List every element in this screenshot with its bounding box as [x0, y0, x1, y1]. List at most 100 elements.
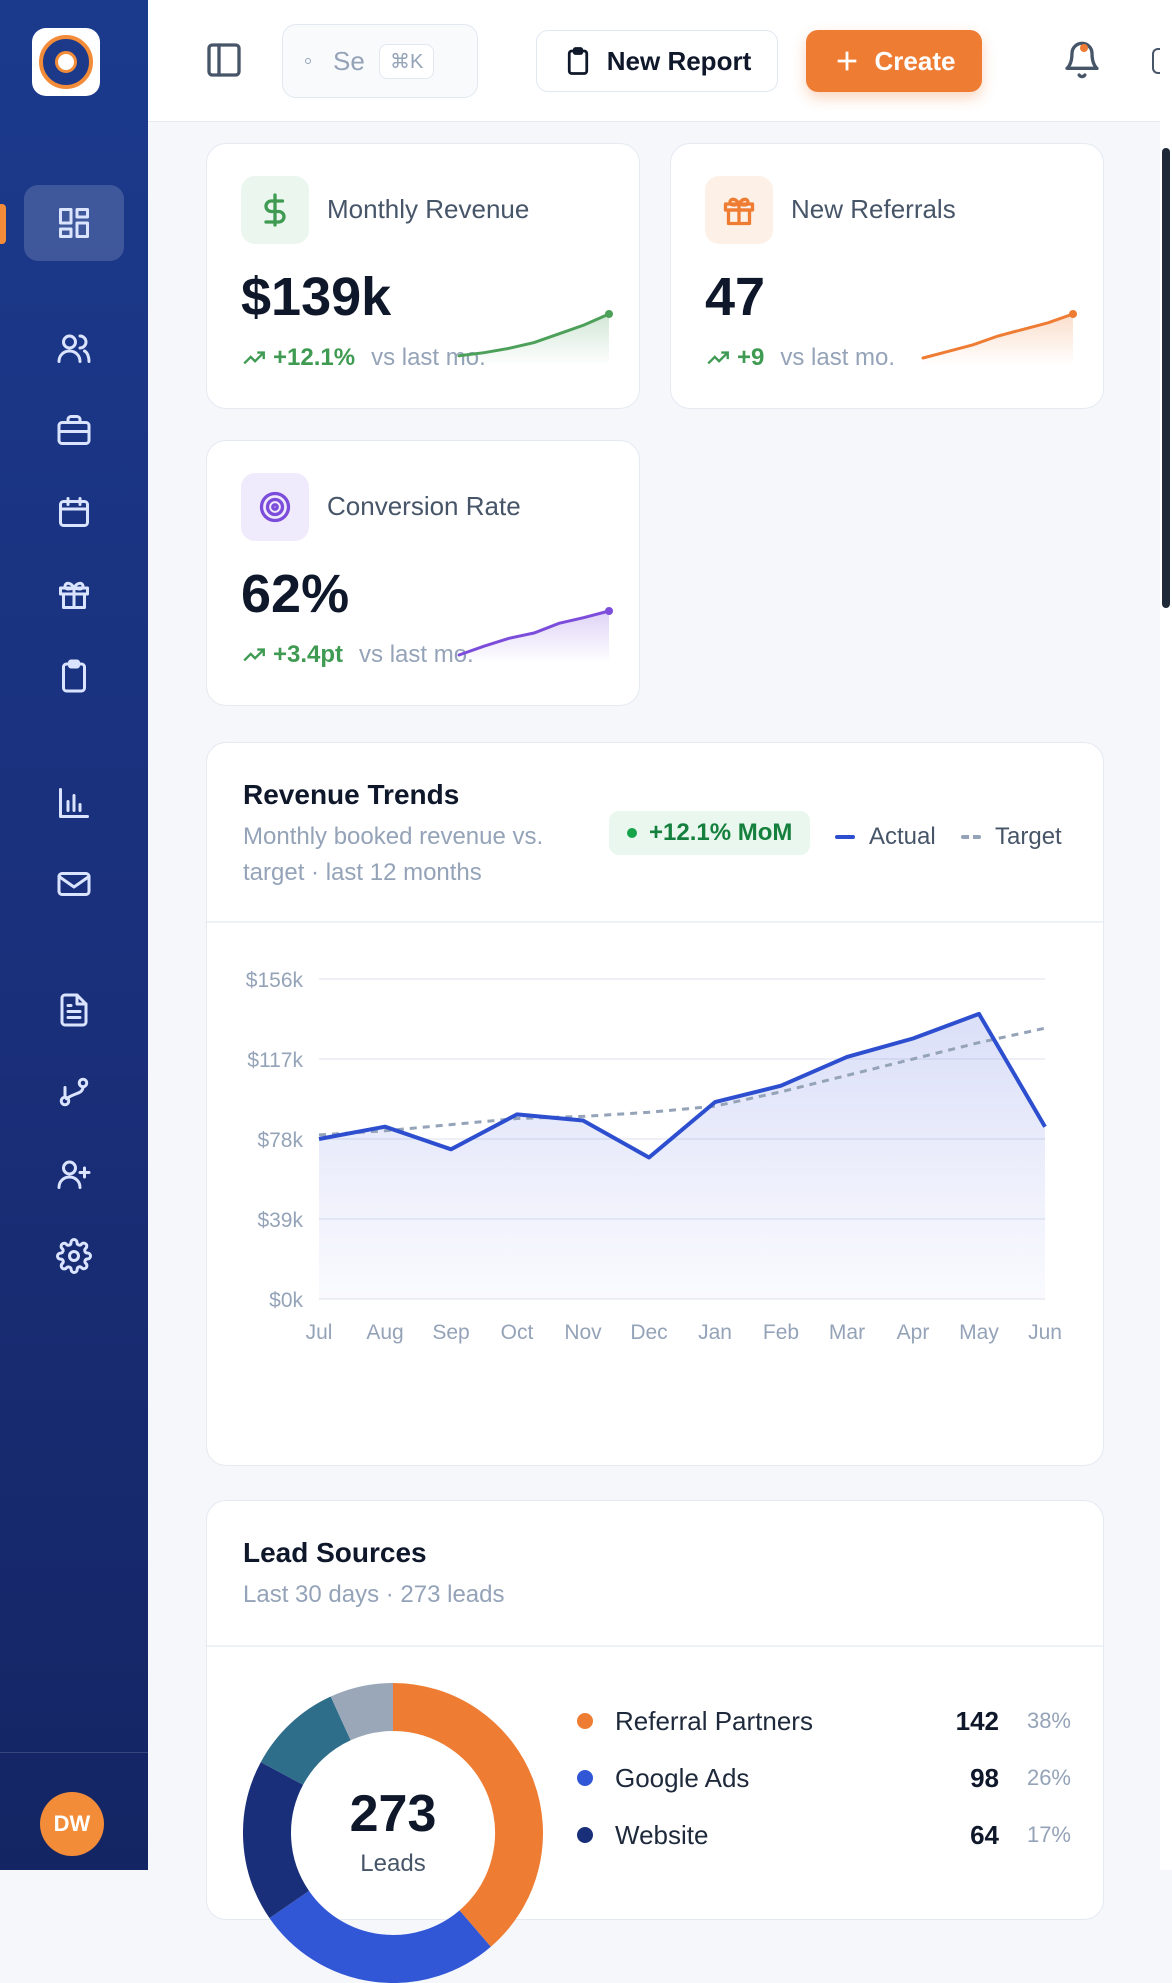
trending-up-icon	[241, 642, 267, 668]
sparkline	[919, 304, 1077, 366]
dollar-icon	[257, 192, 293, 228]
stat-compare-text: vs last mo.	[780, 344, 895, 372]
mom-badge-label: +12.1% MoM	[649, 819, 792, 847]
card-subtitle: Last 30 days · 273 leads	[243, 1581, 505, 1609]
legend-swatch	[577, 1770, 593, 1786]
y-tick-label: $78k	[257, 1129, 303, 1152]
donut-total: 273	[350, 1785, 437, 1843]
stat-label: New Referrals	[791, 194, 956, 225]
sidebar-item-calendar[interactable]	[24, 474, 124, 550]
layout-dashboard-icon	[56, 205, 92, 241]
sidebar-item-dashboard[interactable]	[24, 185, 124, 261]
sidebar-item-invite[interactable]	[24, 1136, 124, 1212]
stat-value: 62%	[241, 563, 349, 625]
legend-swatch	[577, 1713, 593, 1729]
search-shortcut-hint: ⌘K	[379, 44, 434, 79]
lead-source-name: Website	[615, 1820, 935, 1851]
user-plus-icon	[56, 1156, 92, 1192]
lead-source-row[interactable]: Website 64 17%	[577, 1815, 1077, 1855]
revenue-badge	[241, 176, 309, 244]
sidebar-item-reports[interactable]	[24, 638, 124, 714]
sidebar-item-documents[interactable]	[24, 972, 124, 1048]
stat-card-conversion-rate[interactable]: Conversion Rate 62% +3.4pt vs last mo.	[206, 440, 640, 706]
lead-source-count: 142	[935, 1706, 999, 1737]
sparkline-end-point	[605, 607, 613, 615]
legend-actual[interactable]: Actual	[835, 823, 936, 851]
stat-delta: +3.4pt	[273, 641, 343, 669]
trending-up-icon	[241, 345, 267, 371]
donut-slice	[282, 1718, 341, 1773]
sparkline-end-point	[605, 310, 613, 318]
file-text-icon	[56, 992, 92, 1028]
actual-area	[319, 1014, 1045, 1299]
x-tick-label: Feb	[763, 1321, 799, 1344]
x-tick-label: Jan	[698, 1321, 732, 1344]
y-tick-label: $0k	[269, 1289, 303, 1312]
trending-up-icon	[705, 345, 731, 371]
legend-swatch	[835, 835, 855, 839]
mom-badge: +12.1% MoM	[609, 811, 810, 855]
lead-source-pct: 26%	[999, 1765, 1071, 1791]
create-label: Create	[875, 46, 956, 77]
target-icon	[257, 489, 293, 525]
sidebar-item-referrals[interactable]	[24, 556, 124, 632]
user-avatar[interactable]: DW	[40, 1792, 104, 1856]
briefcase-icon	[56, 412, 92, 448]
sidebar-item-settings[interactable]	[24, 1218, 124, 1294]
users-icon	[56, 330, 92, 366]
mail-icon	[56, 866, 92, 902]
x-tick-label: Nov	[564, 1321, 602, 1344]
legend-label: Actual	[869, 823, 936, 851]
new-report-label: New Report	[607, 46, 751, 77]
notification-dot	[1080, 44, 1088, 52]
logo-emblem-icon	[39, 35, 93, 89]
gift-icon	[56, 576, 92, 612]
sidebar-divider	[0, 1752, 148, 1753]
gear-icon	[56, 1238, 92, 1274]
x-tick-label: Jun	[1028, 1321, 1062, 1344]
lead-source-row[interactable]: Google Ads 98 26%	[577, 1758, 1077, 1798]
sidebar-item-deals[interactable]	[24, 392, 124, 468]
scrollbar-thumb[interactable]	[1162, 148, 1170, 608]
create-button[interactable]: Create	[806, 30, 982, 92]
sidebar-toggle-button[interactable]	[204, 40, 244, 80]
x-tick-label: Sep	[432, 1321, 469, 1344]
legend-swatch	[961, 835, 981, 839]
status-dot-icon	[627, 828, 637, 838]
company-logo[interactable]	[32, 28, 100, 96]
lead-source-pct: 17%	[999, 1822, 1071, 1848]
x-tick-label: Dec	[630, 1321, 667, 1344]
x-tick-label: Jul	[306, 1321, 333, 1344]
donut-total-label: Leads	[360, 1850, 425, 1877]
stat-trend: +12.1% vs last mo.	[241, 344, 486, 372]
new-report-button[interactable]: New Report	[536, 30, 778, 92]
search-icon	[305, 58, 311, 64]
sidebar-item-analytics[interactable]	[24, 765, 124, 841]
stat-value: 47	[705, 266, 765, 328]
plus-icon	[833, 47, 861, 75]
stat-card-monthly-revenue[interactable]: Monthly Revenue $139k +12.1% vs last mo.	[206, 143, 640, 409]
lead-source-count: 64	[935, 1820, 999, 1851]
search-input[interactable]: Se	[333, 46, 369, 77]
sparkline	[455, 304, 613, 366]
conversion-badge	[241, 473, 309, 541]
clipboard-icon	[56, 658, 92, 694]
sidebar-item-contacts[interactable]	[24, 310, 124, 386]
card-subtitle: Monthly booked revenue vs. target · last…	[243, 819, 583, 891]
y-tick-label: $117k	[247, 1049, 303, 1072]
stat-trend: +9 vs last mo.	[705, 344, 895, 372]
donut-slice	[289, 1905, 475, 1959]
stat-delta: +12.1%	[273, 344, 355, 372]
gift-icon	[721, 192, 757, 228]
sidebar-item-mail[interactable]	[24, 846, 124, 922]
stat-card-new-referrals[interactable]: New Referrals 47 +9 vs last mo.	[670, 143, 1104, 409]
stat-value: $139k	[241, 266, 391, 328]
calendar-icon	[56, 494, 92, 530]
sidebar-item-pipelines[interactable]	[24, 1054, 124, 1130]
legend-target[interactable]: Target	[961, 823, 1062, 851]
search-box[interactable]: Se ⌘K	[282, 24, 478, 98]
git-branch-icon	[56, 1074, 92, 1110]
x-tick-label: Aug	[366, 1321, 403, 1344]
y-tick-label: $156k	[246, 969, 304, 992]
lead-source-row[interactable]: Referral Partners 142 38%	[577, 1701, 1077, 1741]
